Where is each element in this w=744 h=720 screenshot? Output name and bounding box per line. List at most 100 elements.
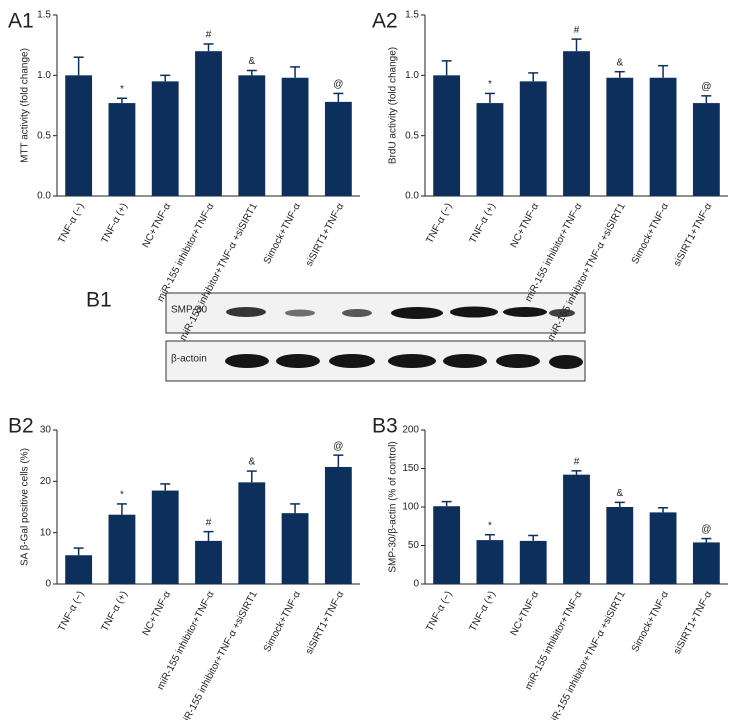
- x-tick-label: siSIRT1+TNF-α: [672, 589, 715, 656]
- bar: [324, 101, 352, 196]
- y-tick-label: 0.5: [405, 130, 419, 141]
- bar: [649, 77, 677, 196]
- bar: [108, 514, 136, 584]
- y-tick-label: 0: [413, 579, 419, 590]
- bar: [281, 77, 309, 196]
- bar: [65, 555, 93, 584]
- bar: [433, 506, 461, 584]
- panel-label: A2: [372, 10, 398, 33]
- y-tick-label: 1.5: [37, 10, 51, 21]
- bar: [195, 540, 222, 584]
- x-tick-label: TNF-α (−): [424, 201, 454, 245]
- x-tick-label: NC+TNF-α: [509, 589, 542, 637]
- bar: [476, 103, 504, 196]
- x-tick-label: miR-155 inhibitor+TNF-α +siSIRT1: [546, 589, 628, 720]
- y-tick-label: 1.5: [405, 10, 419, 21]
- bar: [692, 542, 720, 584]
- x-tick-label: NC+TNF-α: [141, 589, 174, 637]
- bar: [151, 81, 179, 196]
- y-tick-label: 0.5: [37, 130, 51, 141]
- annotation: #: [206, 517, 212, 528]
- x-tick-label: Simock+TNF-α: [262, 201, 303, 266]
- bar: [606, 507, 634, 584]
- x-tick-label: siSIRT1+TNF-α: [304, 589, 347, 656]
- bar: [108, 103, 136, 196]
- bar: [692, 103, 720, 196]
- annotation: &: [248, 457, 255, 468]
- y-axis-label: MTT activity (fold change): [20, 48, 31, 163]
- bar: [195, 51, 222, 197]
- x-tick-label: TNF-α (−): [56, 589, 86, 633]
- x-tick-label: miR-155 inhibitor+TNF-α +siSIRT1: [178, 589, 260, 720]
- x-tick-label: miR-155 inhibitor+TNF-α +siSIRT1: [546, 201, 628, 343]
- annotation: #: [206, 30, 212, 41]
- row-label: β-actoin: [171, 354, 207, 365]
- x-tick-label: TNF-α (+): [100, 201, 130, 245]
- annotation: *: [488, 520, 492, 531]
- y-tick-label: 0.0: [405, 191, 419, 202]
- x-tick-label: TNF-α (−): [424, 589, 454, 633]
- y-axis-label: SA β-Gal positive cells (%): [20, 448, 31, 566]
- x-tick-label: siSIRT1+TNF-α: [304, 201, 347, 268]
- annotation: *: [120, 490, 124, 501]
- y-axis-label: BrdU activity (fold change): [388, 47, 399, 164]
- bar: [519, 540, 547, 584]
- x-tick-label: Simock+TNF-α: [262, 589, 303, 654]
- x-tick-label: NC+TNF-α: [141, 201, 174, 249]
- bar: [65, 75, 93, 196]
- panel-label: B3: [372, 415, 398, 438]
- y-tick-label: 1.0: [37, 70, 51, 81]
- bar: [281, 513, 309, 584]
- bar: [324, 466, 352, 584]
- x-tick-label: Simock+TNF-α: [630, 589, 671, 654]
- y-tick-label: 20: [40, 476, 52, 487]
- y-tick-label: 0.0: [37, 191, 51, 202]
- y-tick-label: 200: [402, 425, 419, 436]
- bar: [563, 51, 590, 197]
- bar: [238, 482, 266, 584]
- y-tick-label: 30: [40, 425, 52, 436]
- bands: [225, 306, 583, 369]
- chart: B3 SMP-30/β-actin (% of control) 0 50 100 150…: [372, 415, 728, 720]
- y-tick-label: 50: [408, 540, 420, 551]
- x-tick-label: siSIRT1+TNF-α: [672, 201, 715, 268]
- bar: [519, 81, 547, 196]
- x-tick-label: TNF-α (+): [100, 589, 130, 633]
- bar: [151, 490, 179, 584]
- bar: [649, 512, 677, 584]
- annotation: &: [616, 57, 623, 68]
- y-axis-label: SMP-30/β-actin (% of control): [388, 441, 399, 572]
- y-tick-label: 0: [45, 579, 51, 590]
- x-tick-label: TNF-α (+): [468, 201, 498, 245]
- annotation: #: [574, 456, 580, 467]
- panel-label: B1: [86, 289, 112, 312]
- bar: [563, 474, 590, 584]
- y-tick-label: 1.0: [405, 70, 419, 81]
- annotation: *: [120, 84, 124, 95]
- annotation: @: [701, 524, 711, 535]
- y-tick-label: 10: [40, 527, 52, 538]
- annotation: #: [574, 25, 580, 36]
- annotation: &: [616, 488, 623, 499]
- panel-label: A1: [8, 10, 34, 33]
- row-label: SMP-30: [171, 305, 208, 316]
- bar: [238, 75, 266, 196]
- y-tick-label: 150: [402, 463, 419, 474]
- annotation: &: [248, 56, 255, 67]
- x-tick-label: TNF-α (+): [468, 589, 498, 633]
- bar: [476, 540, 504, 584]
- annotation: @: [333, 441, 343, 452]
- x-tick-label: NC+TNF-α: [509, 201, 542, 249]
- bar: [606, 77, 634, 196]
- y-tick-label: 100: [402, 502, 419, 513]
- annotation: @: [701, 81, 711, 92]
- western-blot: B1 SMP-30 β-actoin: [86, 289, 586, 382]
- x-tick-label: Simock+TNF-α: [630, 201, 671, 266]
- chart: B2 SA β-Gal positive cells (%) 0 10 20 30 TNF-…: [8, 415, 360, 720]
- x-tick-label: TNF-α (−): [56, 201, 86, 245]
- bar: [433, 75, 461, 196]
- annotation: @: [333, 79, 343, 90]
- annotation: *: [488, 79, 492, 90]
- panel-label: B2: [8, 415, 34, 438]
